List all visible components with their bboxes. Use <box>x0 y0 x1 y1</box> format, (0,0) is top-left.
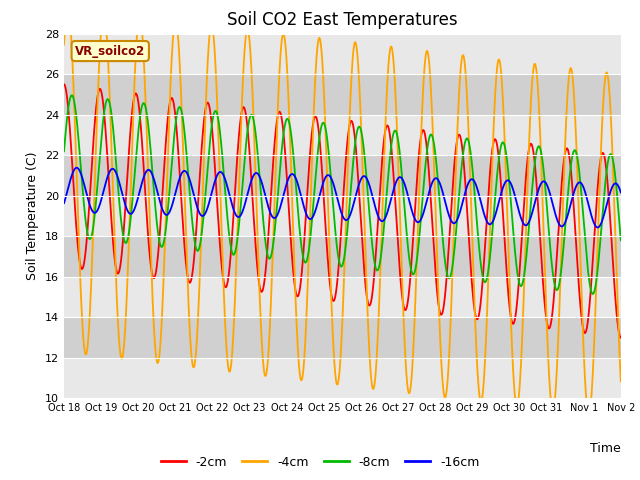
Bar <box>64 74 621 115</box>
Bar <box>64 236 621 277</box>
Legend: -2cm, -4cm, -8cm, -16cm: -2cm, -4cm, -8cm, -16cm <box>156 451 484 474</box>
Y-axis label: Soil Temperature (C): Soil Temperature (C) <box>26 152 39 280</box>
Text: Time: Time <box>590 442 621 455</box>
Bar <box>64 115 621 155</box>
Title: Soil CO2 East Temperatures: Soil CO2 East Temperatures <box>227 11 458 29</box>
Bar <box>64 358 621 398</box>
Bar <box>64 155 621 196</box>
Bar <box>64 277 621 317</box>
Bar <box>64 34 621 74</box>
Bar <box>64 317 621 358</box>
Text: VR_soilco2: VR_soilco2 <box>75 45 145 58</box>
Bar <box>64 196 621 236</box>
